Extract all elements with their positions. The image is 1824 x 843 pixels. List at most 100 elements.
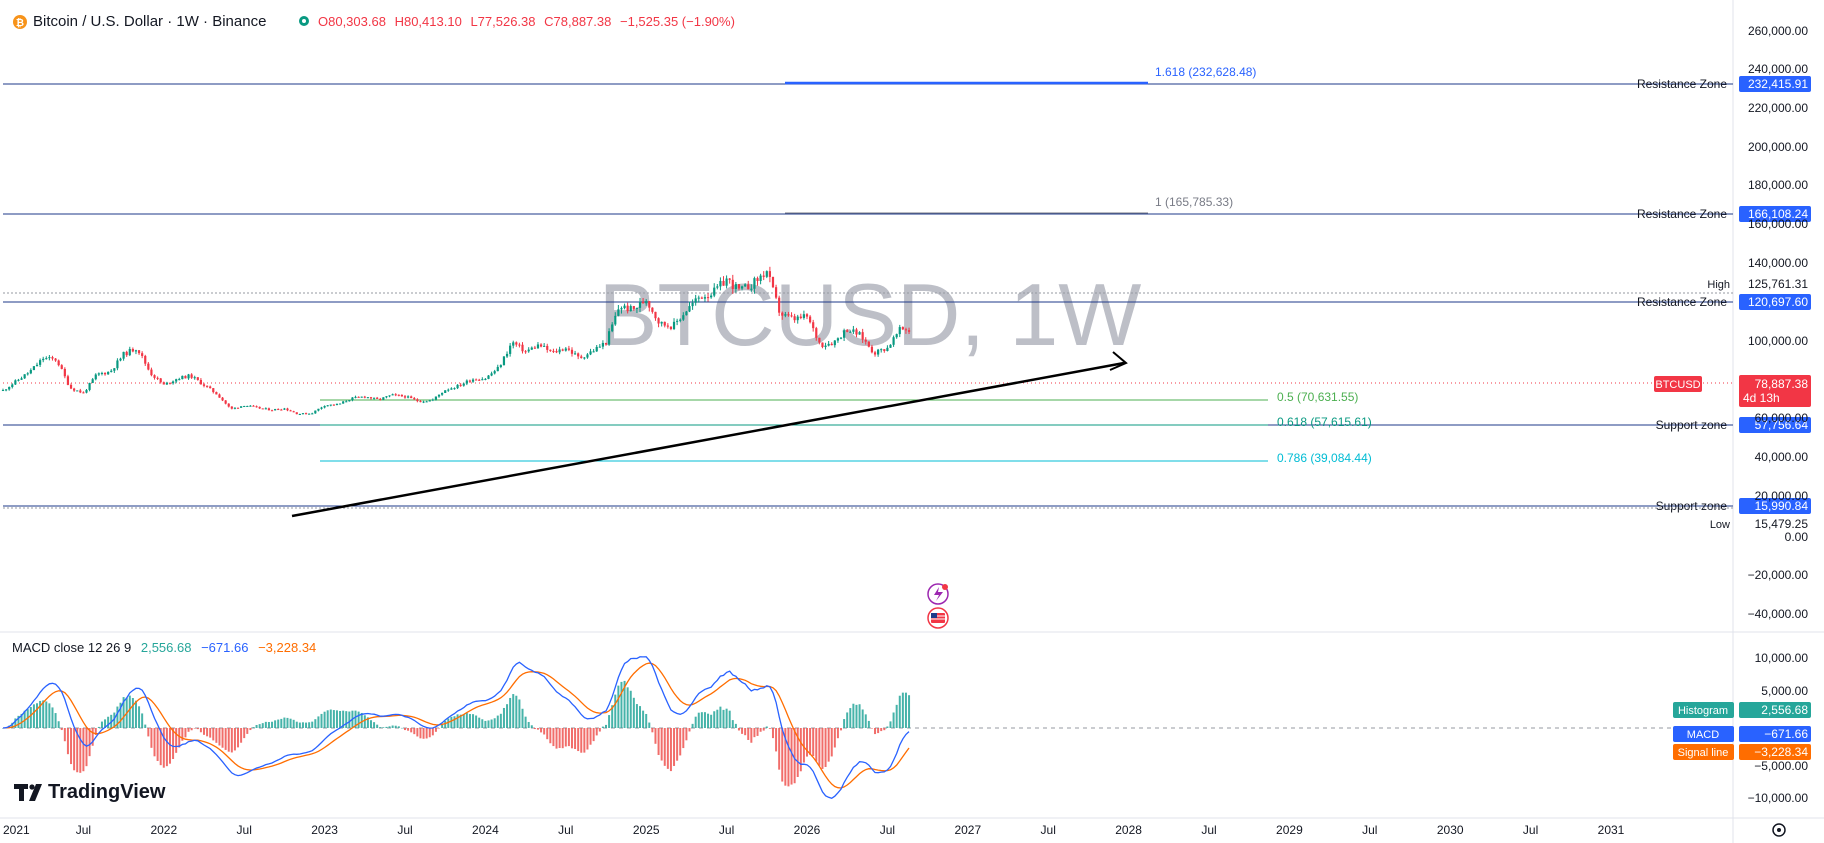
- candle-body: [468, 380, 472, 382]
- candle-body: [867, 341, 870, 347]
- candle-body: [818, 337, 821, 343]
- macd-legend[interactable]: MACD close 12 26 9 2,556.68 −671.66 −3,2…: [12, 640, 316, 655]
- macd-histogram-bar: [184, 728, 187, 738]
- event-icons[interactable]: [927, 583, 949, 629]
- candle-body: [342, 401, 345, 404]
- candle-body: [382, 397, 385, 400]
- symbol-watermark: BTCUSD, 1W: [599, 265, 1142, 364]
- candle-body: [447, 389, 450, 391]
- macd-histogram-bar: [376, 724, 379, 728]
- macd-badge-label-bg[interactable]: [1673, 702, 1734, 718]
- macd-histogram-bar: [301, 722, 304, 728]
- open-value: O80,303.68: [318, 14, 386, 29]
- macd-histogram-bar: [852, 703, 855, 728]
- candle-body: [892, 337, 895, 345]
- macd-histogram-bar: [657, 728, 660, 755]
- candle-body: [509, 345, 512, 354]
- candle-body: [753, 278, 756, 289]
- zone-value-badge[interactable]: [1739, 498, 1811, 514]
- macd-histogram-bar: [608, 715, 611, 728]
- candle-body: [295, 412, 298, 415]
- candle-body: [546, 345, 549, 350]
- candle-body: [685, 311, 688, 316]
- high-label: High: [1707, 279, 1730, 291]
- last-price-badge[interactable]: [1739, 375, 1811, 407]
- candle-body: [793, 316, 796, 321]
- candle-body: [781, 312, 784, 316]
- price-axis[interactable]: 232,415.91 166,108.24 120,697.60 57,756.64 1…: [1654, 24, 1811, 805]
- macd-badge-value-bg[interactable]: [1739, 744, 1811, 760]
- time-tick-label: Jul: [1041, 823, 1056, 837]
- macd-histogram-bar: [558, 728, 561, 748]
- macd-badge-label-bg[interactable]: [1673, 726, 1734, 742]
- candle-body: [153, 375, 156, 378]
- zone-value-badge[interactable]: [1739, 206, 1811, 222]
- price-tick-label: 160,000.00: [1748, 217, 1808, 231]
- macd-badge-label: Histogram: [1678, 705, 1728, 717]
- candle-body: [391, 394, 394, 396]
- candle-body: [849, 331, 852, 333]
- candle-body: [475, 379, 478, 381]
- candle-body: [592, 351, 595, 353]
- candle-body: [171, 381, 175, 384]
- fib-level-label: 0.5 (70,631.55): [1277, 390, 1358, 404]
- candle-body: [51, 357, 54, 359]
- candle-body: [672, 321, 676, 329]
- macd-histogram-bar: [635, 704, 638, 728]
- candle-body: [456, 384, 459, 389]
- macd-histogram-bar: [128, 695, 131, 728]
- macd-badge-value-bg[interactable]: [1739, 726, 1811, 742]
- macd-histogram-bar: [901, 692, 904, 728]
- candle-body: [487, 375, 490, 379]
- macd-histogram-bar: [710, 714, 713, 728]
- zone-value-badge[interactable]: [1739, 417, 1811, 433]
- candle-body: [292, 411, 295, 413]
- macd-histogram-bar: [589, 728, 592, 745]
- macd-histogram-bar: [564, 728, 567, 747]
- macd-histogram-bar: [611, 705, 614, 728]
- macd-hist-value: 2,556.68: [141, 640, 192, 655]
- macd-histogram-bar: [707, 713, 710, 728]
- zone-value-badge[interactable]: [1739, 76, 1811, 92]
- candle-body: [128, 348, 131, 356]
- macd-histogram-bar: [295, 721, 298, 728]
- price-symbol-badge[interactable]: [1654, 376, 1702, 392]
- macd-histogram-bar: [298, 722, 301, 728]
- candle-body: [515, 342, 518, 345]
- zone-value-badge[interactable]: [1739, 294, 1811, 310]
- macd-histogram-bar: [883, 728, 886, 731]
- trendline[interactable]: [291, 351, 1128, 518]
- macd-histogram-bar: [462, 714, 465, 728]
- macd-badge-value-bg[interactable]: [1739, 702, 1811, 718]
- price-tick-label: 0.00: [1785, 530, 1809, 544]
- support-trendline[interactable]: [291, 361, 1125, 518]
- time-axis[interactable]: 2021 Jul 2022 Jul 2023 Jul 2024 Jul 2025 Jul 2026 J…: [3, 823, 1625, 837]
- price-tick-label: 260,000.00: [1748, 24, 1808, 38]
- macd-histogram-bar: [397, 726, 400, 728]
- symbol-legend[interactable]: ₿ Bitcoin / U.S. Dollar · 1W · Binance O…: [13, 13, 735, 30]
- time-tick-label: 2027: [954, 823, 981, 837]
- candle-body: [227, 403, 230, 407]
- macd-histogram-bar: [431, 728, 434, 736]
- candle-body: [39, 360, 42, 365]
- candle-body: [481, 379, 484, 381]
- tradingview-logo[interactable]: TradingView: [14, 781, 166, 803]
- candle-body: [372, 397, 376, 399]
- candle-body: [178, 379, 181, 381]
- candle-body: [691, 302, 694, 307]
- macd-histogram-bar: [422, 728, 425, 739]
- macd-histogram-bar: [119, 702, 122, 728]
- macd-badge-label-bg[interactable]: [1673, 744, 1734, 760]
- price-tick-label: 20,000.00: [1755, 489, 1809, 503]
- candle-body: [85, 389, 88, 393]
- candle-body: [168, 382, 172, 384]
- candle-body: [635, 307, 639, 309]
- macd-histogram-bar: [224, 728, 227, 750]
- candle-body: [184, 375, 187, 379]
- fib-levels[interactable]: 1.618 (232,628.48) 1 (165,785.33) 0.5 (70,…: [320, 65, 1372, 465]
- macd-badge-label: Signal line: [1678, 747, 1729, 759]
- macd-histogram-bar: [66, 728, 69, 755]
- time-tick-label: 2026: [794, 823, 821, 837]
- settings-gear-icon[interactable]: [1772, 823, 1786, 837]
